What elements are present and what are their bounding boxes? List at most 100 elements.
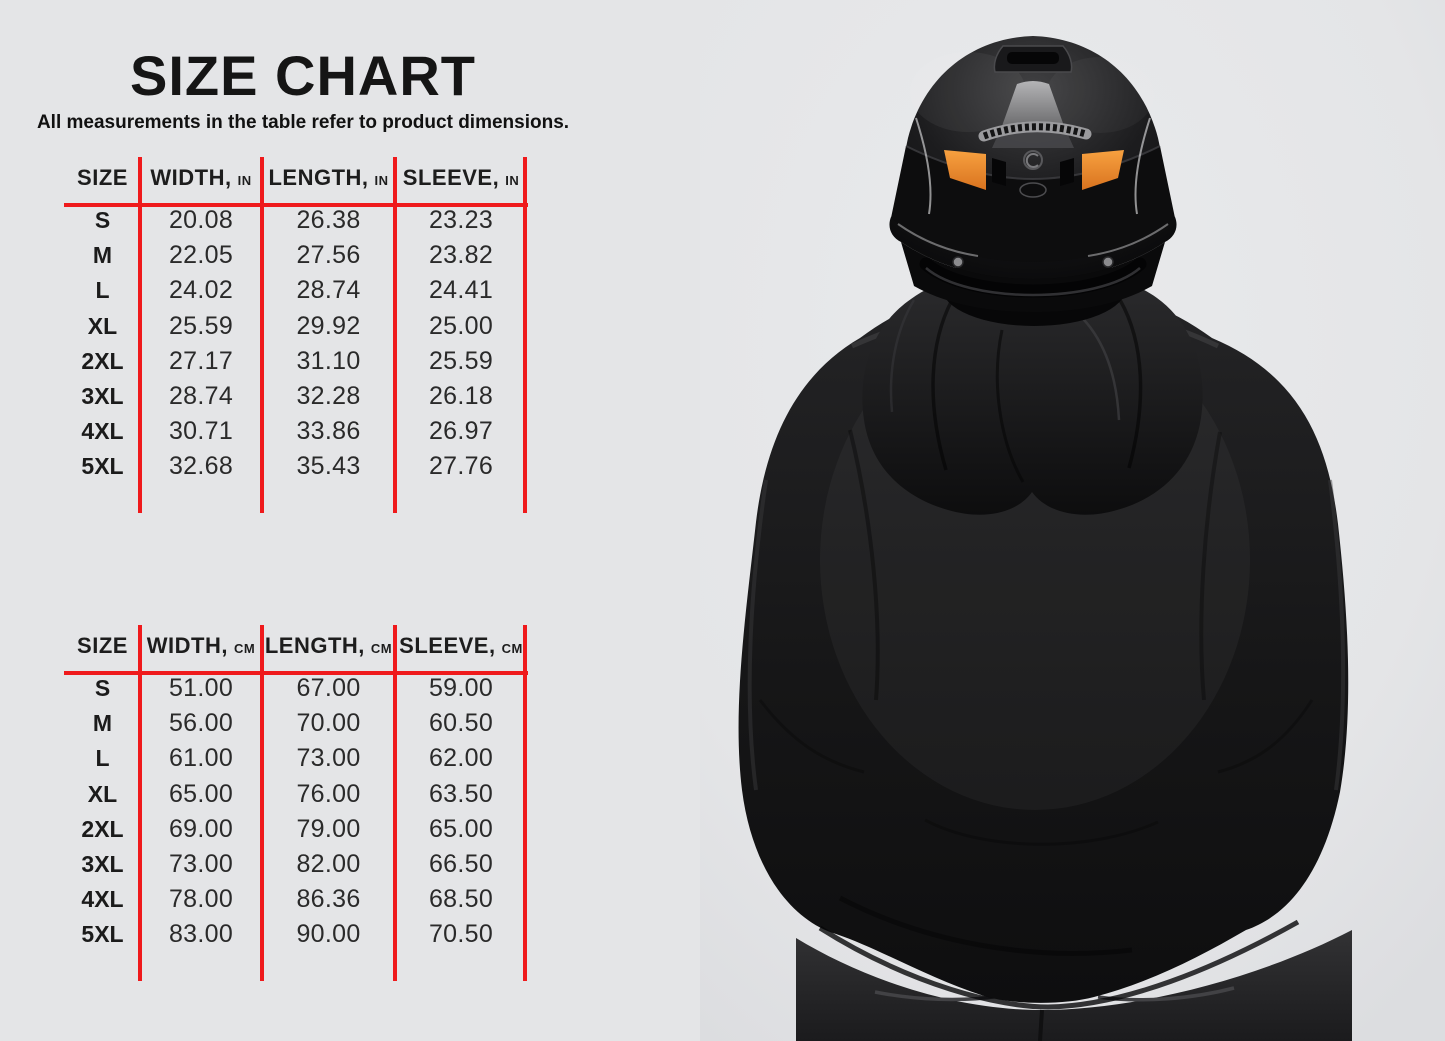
cell-sleeve: 66.50 <box>428 849 494 878</box>
cell-size: 5XL <box>81 921 124 948</box>
helmet-visor-strap-highlight <box>925 267 1141 297</box>
cell-size: 2XL <box>81 347 124 374</box>
cell-sleeve: 26.18 <box>428 381 494 410</box>
cell-length: 90.00 <box>296 920 361 949</box>
helmet-reflector-notch-right <box>1060 158 1074 186</box>
col-label: SIZE <box>77 633 128 658</box>
cell-width: 30.71 <box>168 417 234 446</box>
table-grid-line-vertical <box>138 625 142 981</box>
table-grid: SIZE WIDTH, CM LENGTH, CM SLEEVE, CM S 51.0… <box>65 625 527 953</box>
cell-size: 2XL <box>81 815 124 842</box>
helmet-emblem-icon <box>1019 182 1047 198</box>
cell-size: M <box>92 710 113 737</box>
helmet-screw-right <box>1102 256 1114 268</box>
table-grid-line-vertical <box>138 157 142 513</box>
hood-fold-highlight <box>889 299 916 413</box>
hem-edge <box>818 919 1300 1010</box>
crease-underarm-right <box>1199 431 1222 701</box>
cell-size: M <box>92 242 113 269</box>
cell-sleeve: 26.97 <box>428 417 494 446</box>
col-label: SLEEVE, <box>399 633 496 658</box>
table-grid-line-vertical <box>523 157 527 513</box>
helmet <box>889 36 1177 312</box>
cell-length: 82.00 <box>296 849 361 878</box>
cell-width: 22.05 <box>168 241 234 270</box>
cell-sleeve: 59.00 <box>428 674 494 702</box>
cell-size: 4XL <box>81 886 124 913</box>
cell-size: XL <box>87 312 118 339</box>
helmet-center-panel <box>1002 81 1064 126</box>
cell-width: 25.59 <box>168 311 234 340</box>
helmet-gloss-right <box>1046 57 1154 133</box>
cell-sleeve: 63.50 <box>428 779 494 808</box>
header-cell-sleeve: SLEEVE, CM <box>395 625 527 671</box>
cell-width: 32.68 <box>168 452 234 481</box>
col-unit: IN <box>374 173 389 188</box>
cell-length: 27.56 <box>296 241 361 270</box>
cell-width: 56.00 <box>168 709 234 738</box>
cell-sleeve: 68.50 <box>428 885 494 914</box>
cell-width: 78.00 <box>168 885 234 914</box>
cell-length: 26.38 <box>296 206 361 234</box>
cell-width: 28.74 <box>168 381 234 410</box>
helmet-logo-icon <box>1023 150 1043 170</box>
header-cell-length: LENGTH, IN <box>262 157 395 203</box>
helmet-vent-strip-texture <box>982 123 1087 140</box>
cell-sleeve: 25.00 <box>428 311 494 340</box>
cell-width: 20.08 <box>168 206 234 234</box>
cell-length: 70.00 <box>296 709 361 738</box>
col-unit: CM <box>501 641 523 656</box>
hood-fold <box>931 299 954 471</box>
size-table-centimeters: SIZE WIDTH, CM LENGTH, CM SLEEVE, CM S 51.0… <box>64 625 528 981</box>
helmet-reflector-left <box>944 150 986 190</box>
helmet-top-vent-slot <box>1007 52 1059 64</box>
table-grid-line-horizontal <box>64 671 528 675</box>
crease-underarm-left <box>848 429 880 701</box>
table-grid-line-horizontal <box>64 203 528 207</box>
cell-sleeve: 27.76 <box>428 452 494 481</box>
cell-length: 28.74 <box>296 276 361 305</box>
page-title: SIZE CHART <box>130 44 476 107</box>
cell-length: 33.86 <box>296 417 361 446</box>
header-cell-sleeve: SLEEVE, IN <box>395 157 527 203</box>
helmet-logo-c <box>1025 153 1039 168</box>
cell-size: 4XL <box>81 418 124 445</box>
cell-width: 51.00 <box>168 674 234 702</box>
table-grid-line-vertical <box>393 157 397 513</box>
cell-sleeve: 60.50 <box>428 709 494 738</box>
col-label: LENGTH, <box>268 165 369 190</box>
col-unit: IN <box>505 173 520 188</box>
helmet-chin-base <box>901 242 1165 312</box>
helmet-reflector-right <box>1082 150 1124 190</box>
col-unit: IN <box>237 173 252 188</box>
cell-width: 69.00 <box>168 814 234 843</box>
table-grid-line-vertical <box>260 625 264 981</box>
helmet-reflector-notch-left <box>992 158 1006 186</box>
table-grid: SIZE WIDTH, IN LENGTH, IN SLEEVE, IN S 20.0… <box>65 157 527 485</box>
cell-sleeve: 23.23 <box>428 206 494 234</box>
col-label: LENGTH, <box>264 633 365 658</box>
cell-width: 83.00 <box>168 920 234 949</box>
forearm-shadow <box>838 895 1133 956</box>
helmet-visor-strap <box>919 257 1147 298</box>
hood-fold <box>995 329 1025 483</box>
cell-sleeve: 62.00 <box>428 744 494 773</box>
hood-fold <box>1118 299 1143 469</box>
hood <box>862 268 1203 515</box>
col-label: WIDTH, <box>146 633 228 658</box>
crease-elbow-right <box>1217 699 1314 774</box>
cell-size: S <box>94 207 111 233</box>
cell-size: L <box>95 745 110 772</box>
cell-sleeve: 70.50 <box>428 920 494 949</box>
cell-length: 67.00 <box>296 674 361 702</box>
crease-lower-back <box>924 818 1159 846</box>
cell-length: 29.92 <box>296 311 361 340</box>
cell-width: 65.00 <box>168 779 234 808</box>
cell-width: 24.02 <box>168 276 234 305</box>
cell-length: 76.00 <box>296 779 361 808</box>
header: SIZE CHART All measurements in the table… <box>0 48 606 134</box>
cell-width: 73.00 <box>168 849 234 878</box>
cell-width: 61.00 <box>168 744 234 773</box>
header-cell-size: SIZE <box>65 625 140 671</box>
